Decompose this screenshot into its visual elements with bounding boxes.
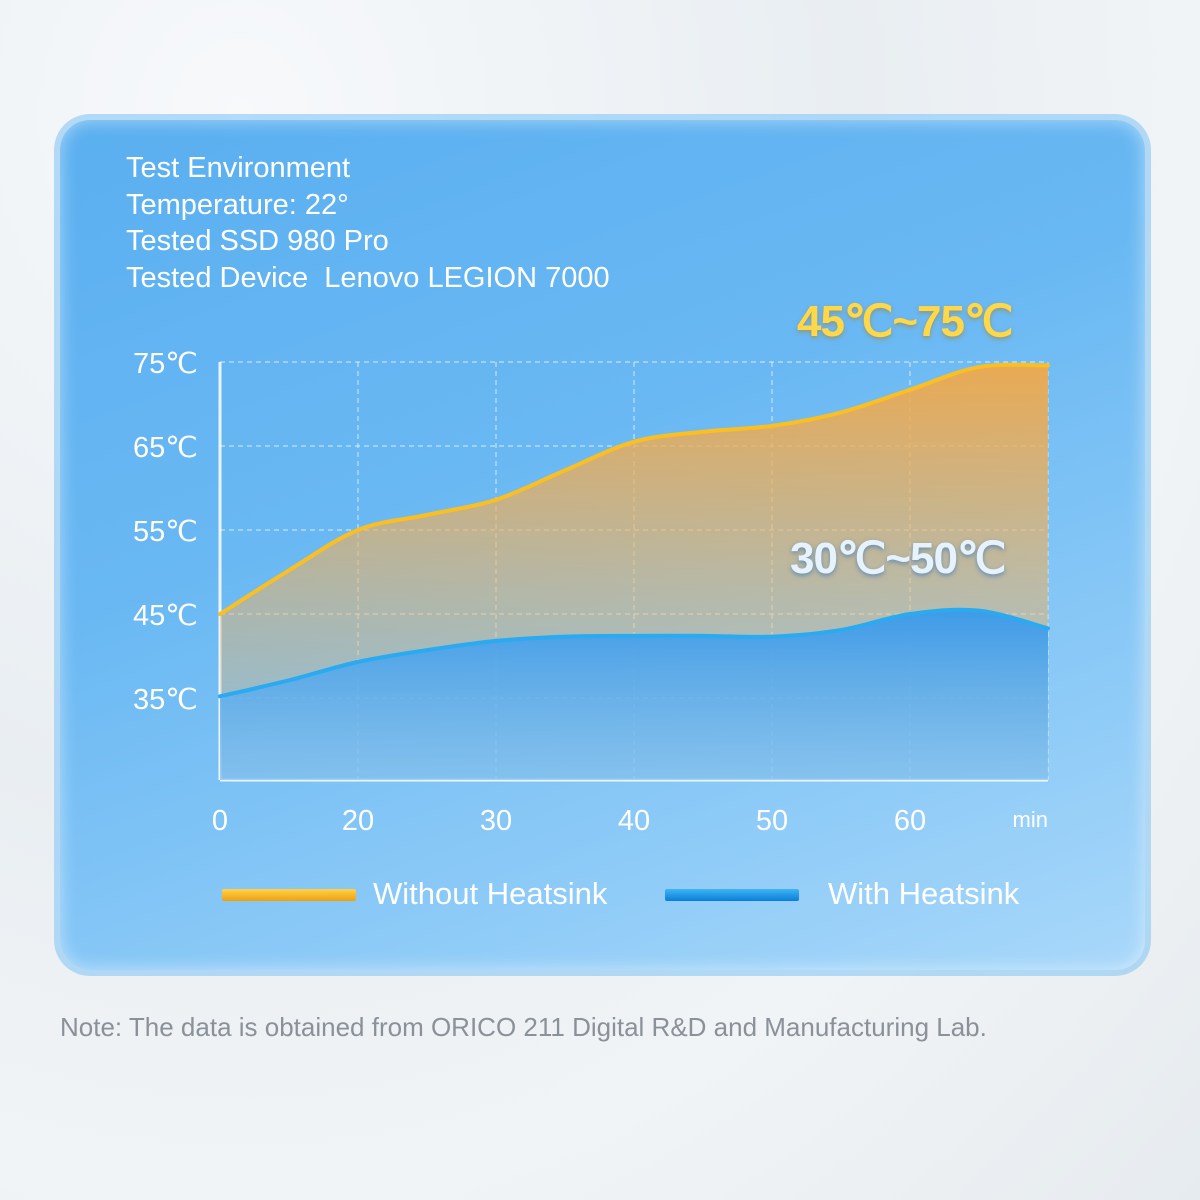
test-environment: Test Environment Temperature: 22° Tested… bbox=[126, 150, 610, 296]
data-point-with-heatsink bbox=[701, 634, 705, 638]
x-tick-label: 30 bbox=[480, 805, 512, 837]
data-point-with-heatsink bbox=[908, 612, 912, 616]
x-tick-label: 40 bbox=[618, 805, 650, 837]
env-line: Test Environment bbox=[126, 152, 351, 184]
data-point-with-heatsink bbox=[287, 678, 291, 682]
data-point-with-heatsink bbox=[632, 634, 636, 638]
legend-label-without-heatsink: Without Heatsink bbox=[373, 876, 608, 911]
data-point-with-heatsink bbox=[425, 648, 429, 652]
y-tick-label: 35℃ bbox=[133, 684, 198, 716]
data-point-without-heatsink bbox=[425, 513, 429, 517]
data-point-without-heatsink bbox=[287, 568, 291, 572]
data-point-without-heatsink bbox=[977, 365, 981, 369]
legend-swatch-with-heatsink bbox=[665, 889, 799, 901]
x-tick-label: 0 bbox=[212, 805, 228, 837]
data-point-without-heatsink bbox=[770, 424, 774, 428]
data-point-with-heatsink bbox=[494, 639, 498, 643]
area-with-heatsink bbox=[220, 609, 1048, 780]
data-point-with-heatsink bbox=[218, 694, 222, 698]
x-tick-label: 50 bbox=[756, 805, 788, 837]
data-point-with-heatsink bbox=[770, 635, 774, 639]
legend-swatch-without-heatsink bbox=[222, 889, 356, 901]
data-point-with-heatsink bbox=[1046, 626, 1050, 630]
data-point-without-heatsink bbox=[701, 430, 705, 434]
y-tick-label: 55℃ bbox=[133, 516, 198, 548]
data-point-with-heatsink bbox=[839, 628, 843, 632]
data-point-without-heatsink bbox=[218, 612, 222, 616]
data-point-without-heatsink bbox=[356, 528, 360, 532]
y-tick-label: 75℃ bbox=[133, 348, 198, 380]
x-axis-label: min bbox=[1013, 807, 1048, 832]
data-point-with-heatsink bbox=[977, 609, 981, 613]
data-point-without-heatsink bbox=[563, 468, 567, 472]
footnote: Note: The data is obtained from ORICO 21… bbox=[60, 1012, 987, 1042]
env-line: Tested SSD 980 Pro bbox=[126, 225, 389, 257]
data-point-with-heatsink bbox=[563, 635, 567, 639]
annotation-with-heatsink: 30℃~50℃ bbox=[790, 534, 1006, 583]
annotation-without-heatsink: 45℃~75℃ bbox=[797, 297, 1013, 346]
y-tick-label: 65℃ bbox=[133, 432, 198, 464]
data-point-without-heatsink bbox=[494, 498, 498, 502]
env-line: Tested Device Lenovo LEGION 7000 bbox=[126, 261, 610, 294]
legend-label-with-heatsink: With Heatsink bbox=[828, 876, 1020, 911]
data-point-with-heatsink bbox=[356, 660, 360, 664]
y-tick-label: 45℃ bbox=[133, 600, 198, 632]
data-point-without-heatsink bbox=[1046, 363, 1050, 367]
data-point-without-heatsink bbox=[839, 410, 843, 414]
x-tick-label: 60 bbox=[894, 805, 926, 837]
x-tick-label: 20 bbox=[342, 805, 374, 837]
data-point-without-heatsink bbox=[632, 440, 636, 444]
data-point-without-heatsink bbox=[908, 388, 912, 392]
env-line: Temperature: 22° bbox=[126, 188, 349, 221]
